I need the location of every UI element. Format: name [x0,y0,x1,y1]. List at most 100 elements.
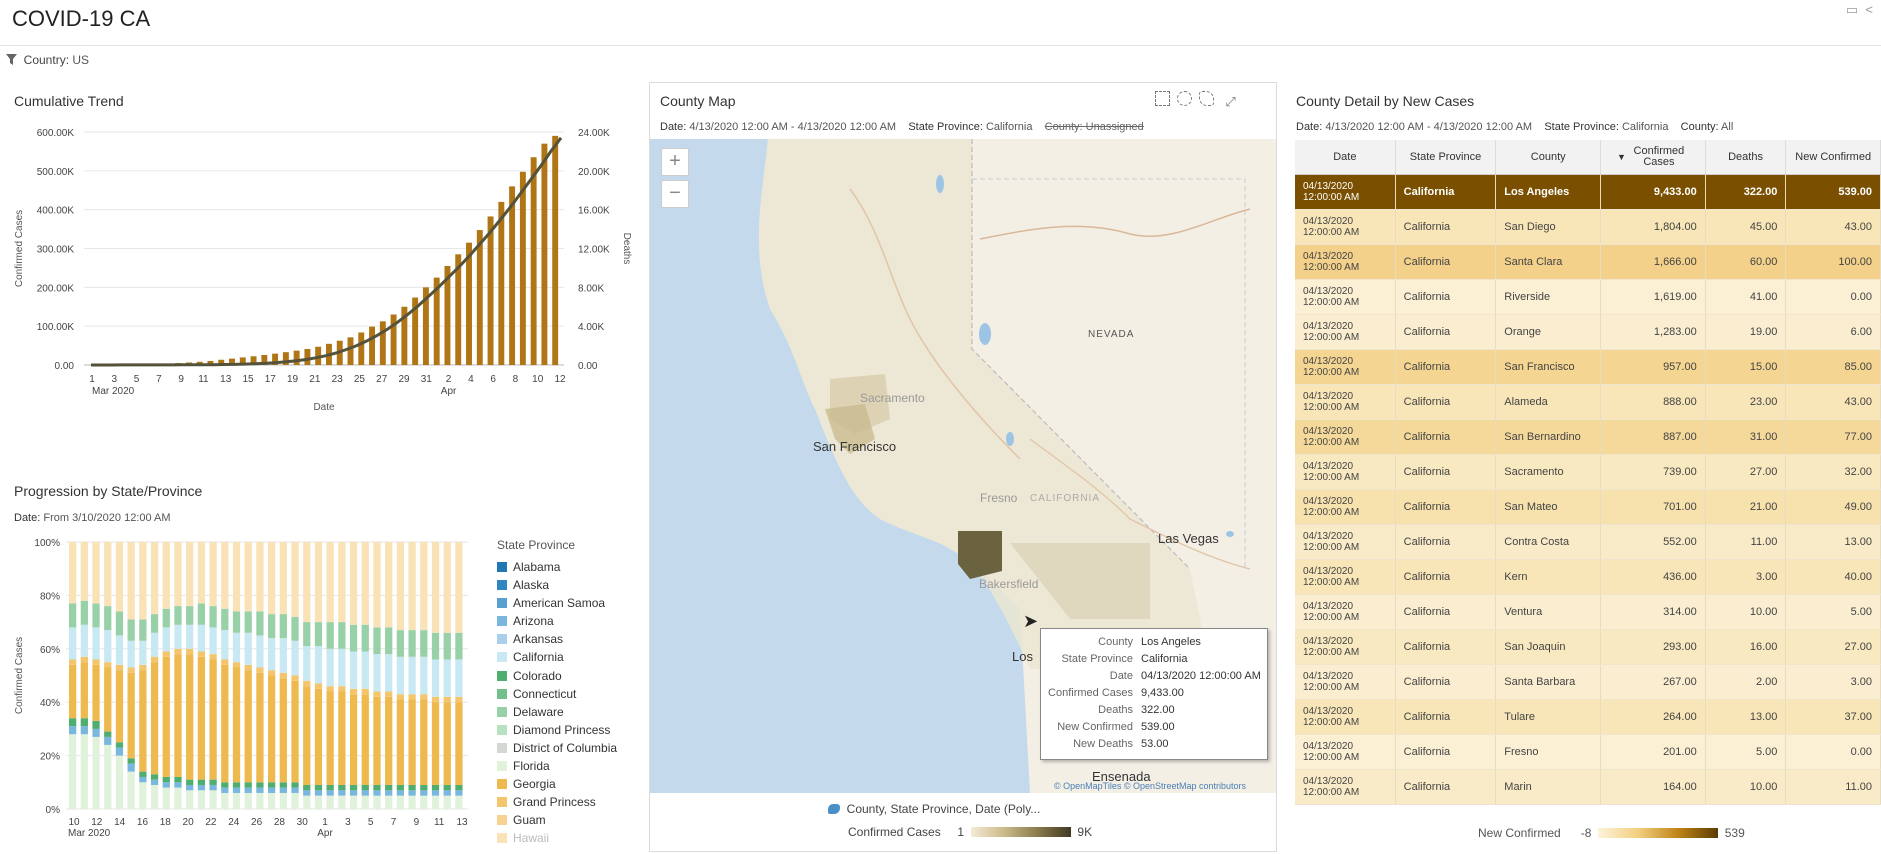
stacked-bar-segment[interactable] [150,614,159,633]
zoom-in-button[interactable]: + [661,148,689,176]
stacked-bar-segment[interactable] [268,782,276,788]
stacked-bar-segment[interactable] [104,667,112,732]
legend-item[interactable]: Arkansas [497,630,637,648]
stacked-bar-segment[interactable] [150,784,159,809]
stacked-bar-segment[interactable] [221,664,229,783]
stacked-bar-segment[interactable] [115,542,124,612]
stacked-bar-segment[interactable] [373,696,381,785]
stacked-bar-segment[interactable] [69,542,77,604]
stacked-bar-segment[interactable] [338,686,346,692]
stacked-bar-segment[interactable] [186,784,194,791]
stacked-bar-segment[interactable] [115,611,124,636]
col-header-state[interactable]: State Province [1395,140,1497,175]
stacked-bar-segment[interactable] [455,702,463,785]
stacked-bar-segment[interactable] [291,782,299,788]
stacked-bar-segment[interactable] [338,790,346,796]
stacked-bar-segment[interactable] [197,651,206,657]
col-header-date[interactable]: Date [1295,140,1396,175]
stacked-bar-segment[interactable] [197,603,206,625]
legend-item[interactable]: California [497,648,637,666]
stacked-bar-segment[interactable] [221,782,229,788]
stacked-bar-segment[interactable] [396,699,405,785]
stacked-bar-segment[interactable] [80,718,88,727]
stacked-bar-segment[interactable] [80,726,88,735]
stacked-bar-segment[interactable] [408,795,416,809]
stacked-bar-segment[interactable] [162,656,170,777]
progression-chart[interactable]: 0% 20% 40% 60% 80% 100% Confirmed Cases 10 12 14 1… [0,530,490,854]
stacked-bar-segment[interactable] [303,784,311,791]
stacked-bar-segment[interactable] [92,736,100,809]
stacked-bar-segment[interactable] [186,606,194,625]
stacked-bar-segment[interactable] [150,662,159,775]
stacked-bar-segment[interactable] [361,651,369,689]
stacked-bar-segment[interactable] [303,680,311,687]
deaths-bar[interactable] [250,356,257,365]
stacked-bar-segment[interactable] [314,622,323,647]
stacked-bar-segment[interactable] [244,632,252,665]
stacked-bar-segment[interactable] [373,627,381,655]
stacked-bar-segment[interactable] [92,603,100,628]
stacked-bar-segment[interactable] [256,611,264,636]
stacked-bar-segment[interactable] [197,790,206,809]
stacked-bar-segment[interactable] [349,790,358,796]
deaths-bar[interactable] [433,277,440,365]
stacked-bar-segment[interactable] [186,648,194,655]
deaths-bar[interactable] [455,254,462,365]
stacked-bar-segment[interactable] [80,624,88,657]
stacked-bar-segment[interactable] [373,790,381,796]
deaths-bar[interactable] [282,352,289,365]
stacked-bar-segment[interactable] [232,611,241,633]
stacked-bar-segment[interactable] [443,659,451,697]
deaths-bar[interactable] [347,337,354,365]
comment-icon[interactable]: ▭ [1845,2,1859,17]
attribution-openmaptiles[interactable]: © OpenMapTiles [1054,781,1122,791]
table-row[interactable]: 04/13/2020 12:00:00 AM California Kern 436.0… [1295,559,1881,595]
stacked-bar-segment[interactable] [455,795,463,809]
stacked-bar-segment[interactable] [127,667,135,673]
stacked-bar-segment[interactable] [361,624,369,652]
legend-item[interactable]: Florida [497,757,637,775]
stacked-bar-segment[interactable] [431,542,440,633]
legend-item[interactable]: Grand Princess [497,793,637,811]
stacked-bar-segment[interactable] [209,606,217,628]
stacked-bar-segment[interactable] [139,670,147,772]
stacked-bar-segment[interactable] [244,787,252,793]
stacked-bar-segment[interactable] [408,790,416,796]
stacked-bar-segment[interactable] [221,608,229,631]
stacked-bar-segment[interactable] [232,667,241,783]
share-icon[interactable]: < [1865,2,1873,17]
table-row[interactable]: 04/13/2020 12:00:00 AM California Santa Bar… [1295,664,1881,700]
stacked-bar-segment[interactable] [268,638,276,671]
table-row[interactable]: 04/13/2020 12:00:00 AM California Sacrament… [1295,454,1881,490]
stacked-bar-segment[interactable] [232,662,241,668]
col-header-county[interactable]: County [1495,140,1602,175]
stacked-bar-segment[interactable] [349,795,358,809]
stacked-bar-segment[interactable] [396,542,405,631]
stacked-bar-segment[interactable] [127,758,135,764]
stacked-bar-segment[interactable] [420,784,428,791]
table-row[interactable]: 04/13/2020 12:00:00 AM California Tulare 264… [1295,699,1881,735]
stacked-bar-segment[interactable] [115,664,124,671]
stacked-bar-segment[interactable] [150,632,159,657]
stacked-bar-segment[interactable] [174,624,182,649]
stacked-bar-segment[interactable] [326,542,334,623]
stacked-bar-segment[interactable] [69,664,77,719]
stacked-bar-segment[interactable] [420,542,428,631]
stacked-bar-segment[interactable] [408,542,416,631]
stacked-bar-segment[interactable] [455,632,463,660]
stacked-bar-segment[interactable] [221,787,229,793]
stacked-bar-segment[interactable] [150,542,159,615]
table-row[interactable]: 04/13/2020 12:00:00 AM California San Franc… [1295,349,1881,385]
stacked-bar-segment[interactable] [373,654,381,692]
stacked-bar-segment[interactable] [338,648,346,687]
stacked-bar-segment[interactable] [174,782,182,788]
stacked-bar-segment[interactable] [396,795,405,809]
stacked-bar-segment[interactable] [314,790,323,796]
stacked-bar-segment[interactable] [349,624,358,652]
stacked-bar-segment[interactable] [197,784,206,791]
stacked-bar-segment[interactable] [139,776,147,783]
stacked-bar-segment[interactable] [150,779,159,785]
stacked-bar-segment[interactable] [361,688,369,695]
stacked-bar-segment[interactable] [455,696,463,703]
stacked-bar-segment[interactable] [139,542,147,620]
